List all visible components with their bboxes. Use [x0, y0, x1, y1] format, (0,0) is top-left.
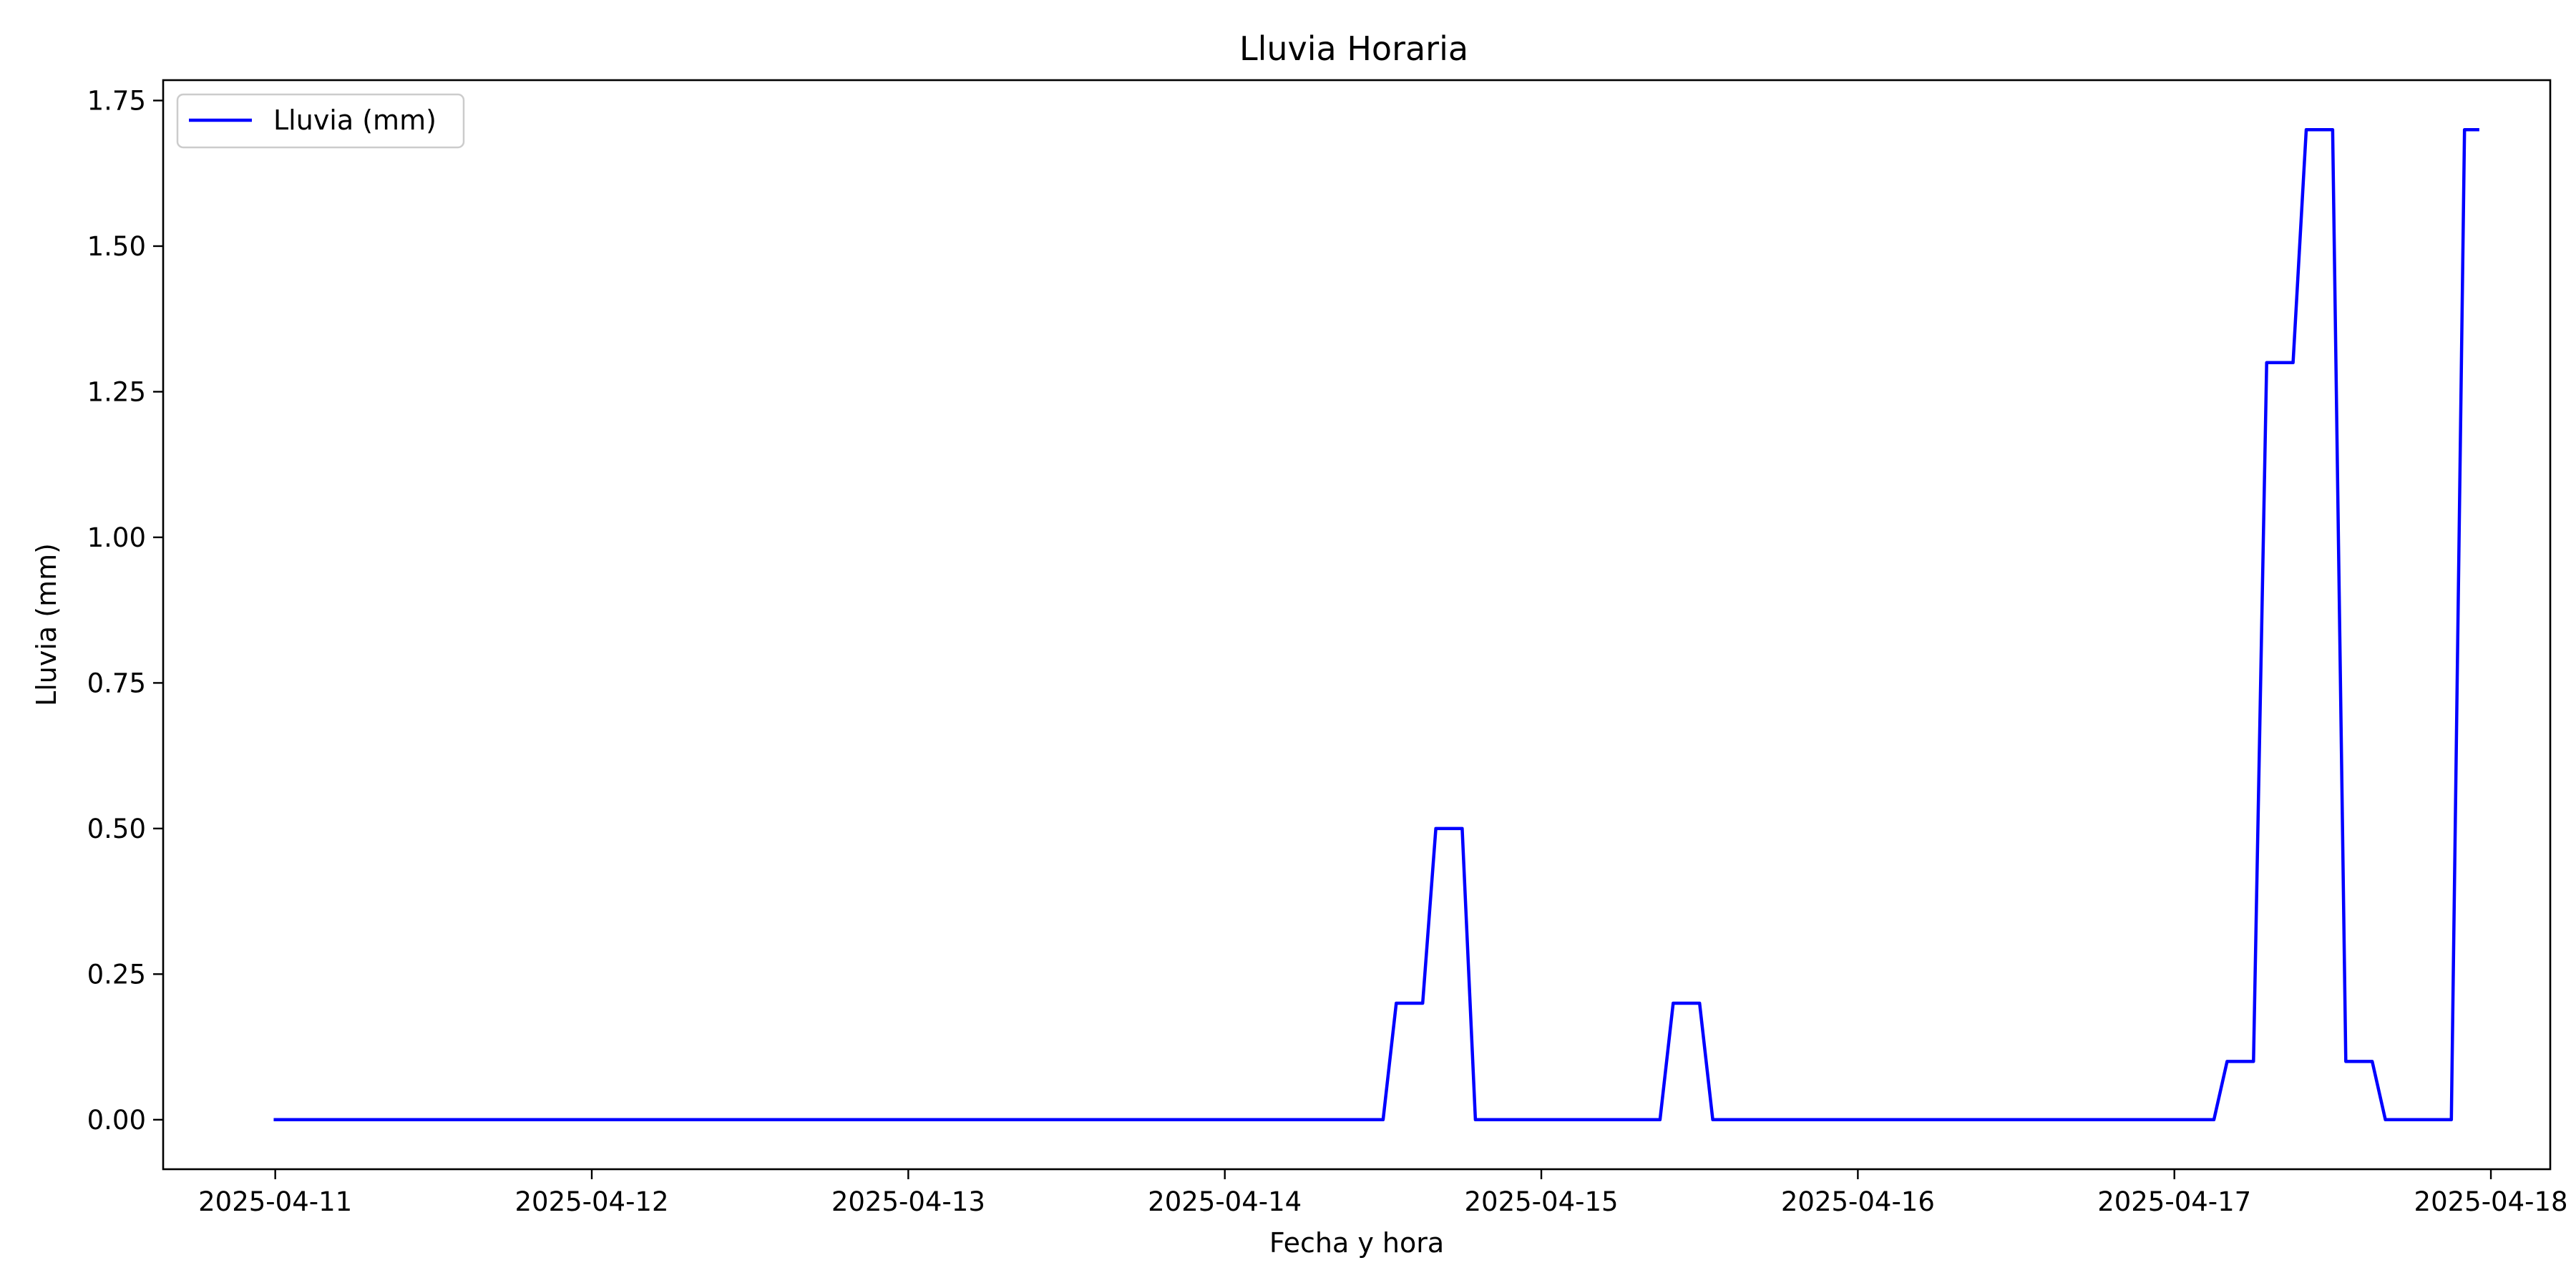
x-tick-label: 2025-04-11	[198, 1186, 352, 1217]
x-tick-label: 2025-04-15	[1465, 1186, 1619, 1217]
y-tick-label: 0.00	[87, 1105, 146, 1136]
y-axis-label: Lluvia (mm)	[31, 543, 62, 706]
x-axis-label: Fecha y hora	[1269, 1227, 1444, 1259]
x-tick-label: 2025-04-18	[2414, 1186, 2568, 1217]
x-tick-label: 2025-04-16	[1781, 1186, 1935, 1217]
x-tick-label: 2025-04-12	[514, 1186, 668, 1217]
plot-frame	[162, 79, 2552, 1171]
x-tick-label: 2025-04-14	[1148, 1186, 1302, 1217]
y-tick-label: 1.25	[87, 376, 146, 407]
plot-area	[162, 79, 2552, 1171]
x-tick-label: 2025-04-13	[831, 1186, 985, 1217]
legend-box	[176, 93, 465, 149]
legend: Lluvia (mm)	[176, 93, 465, 149]
series-layer	[273, 127, 2479, 1122]
y-tick-label: 0.75	[87, 668, 146, 698]
y-tick-label: 1.50	[87, 231, 146, 262]
legend-label: Lluvia (mm)	[273, 104, 436, 136]
y-tick-label: 1.75	[87, 85, 146, 116]
x-axis-ticks: 2025-04-11 2025-04-12 2025-04-13 2025-04-14…	[198, 1169, 2568, 1217]
y-axis-ticks: 0.00 0.25 0.50 0.75 1.00 1.25 1.50 1.75	[87, 85, 163, 1136]
x-tick-label: 2025-04-17	[2097, 1186, 2251, 1217]
series-line-rain	[273, 127, 2479, 1122]
chart-title: Lluvia Horaria	[1239, 29, 1468, 68]
y-tick-label: 1.00	[87, 522, 146, 553]
y-tick-label: 0.50	[87, 814, 146, 844]
y-tick-label: 0.25	[87, 959, 146, 990]
